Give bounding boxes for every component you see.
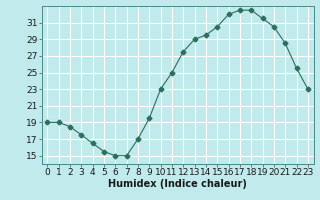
X-axis label: Humidex (Indice chaleur): Humidex (Indice chaleur) (108, 179, 247, 189)
